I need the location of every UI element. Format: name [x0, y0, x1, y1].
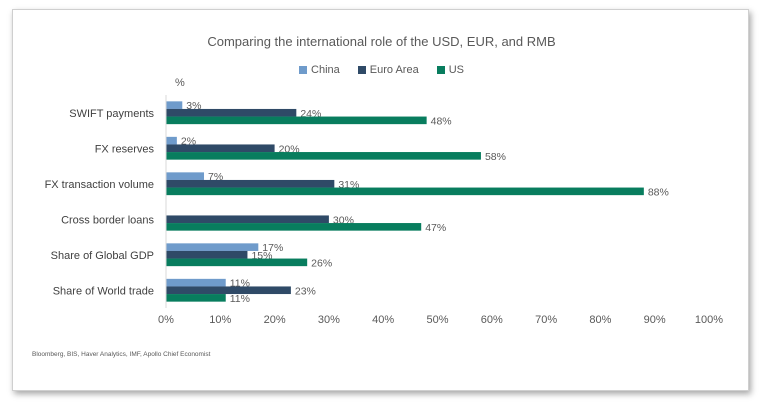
x-tick-label: 70% [535, 314, 557, 326]
legend-item-euro-area: Euro Area [357, 64, 419, 76]
x-tick-label: 50% [426, 314, 448, 326]
bar-euro-area [166, 250, 248, 259]
data-label-china: 17% [262, 242, 283, 254]
bar-us [166, 152, 481, 160]
data-label-us: 47% [425, 222, 446, 234]
legend-swatch-euro-area [357, 66, 366, 74]
data-label-us: 88% [648, 186, 669, 198]
category-label: Cross border loans [61, 214, 154, 226]
bar-us [166, 258, 308, 267]
legend-label-us: US [448, 64, 464, 76]
x-tick-label: 0% [158, 314, 174, 326]
unit-label: % [175, 77, 185, 89]
legend-swatch-china [299, 66, 308, 74]
category-label: Share of Global GDP [51, 250, 154, 262]
category-label: FX reserves [95, 143, 155, 155]
bar-us [166, 223, 422, 231]
data-label-us: 48% [431, 115, 452, 127]
data-label-us: 58% [485, 151, 506, 163]
source-note: Bloomberg, BIS, Haver Analytics, IMF, Ap… [32, 351, 211, 358]
bar-euro-area [166, 144, 275, 153]
x-tick-label: 20% [264, 314, 286, 326]
data-label-us: 11% [230, 293, 250, 305]
bar-us [166, 116, 427, 125]
legend-item-china: China [299, 64, 340, 76]
legend-label-china: China [311, 64, 340, 76]
category-label: FX transaction volume [45, 179, 154, 191]
chart-legend: China Euro Area US [0, 64, 763, 76]
legend-swatch-us [436, 66, 445, 74]
x-tick-label: 40% [372, 314, 394, 326]
chart-frame [12, 9, 749, 391]
bar-euro-area [166, 179, 335, 188]
bar-euro-area [166, 108, 297, 117]
data-label-us: 26% [311, 257, 332, 269]
x-tick-label: 90% [644, 314, 666, 326]
bar-china [166, 101, 183, 109]
legend-item-us: US [436, 64, 464, 76]
category-label: SWIFT payments [69, 108, 154, 120]
x-tick-label: 30% [318, 314, 340, 326]
x-tick-label: 60% [481, 314, 503, 326]
bar-euro-area [166, 215, 329, 224]
chart-title: Comparing the international role of the … [207, 34, 556, 49]
bar-china [166, 278, 226, 287]
x-tick-label: 80% [589, 314, 611, 326]
bar-china [166, 243, 259, 251]
bar-us [166, 294, 226, 302]
bar-us [166, 187, 644, 196]
legend-label-euro-area: Euro Area [369, 64, 419, 76]
bar-china [166, 172, 205, 180]
x-tick-label: 100% [695, 314, 723, 326]
bar-china [166, 136, 177, 145]
data-label-euro-area: 23% [295, 285, 316, 297]
bar-euro-area [166, 286, 291, 295]
x-tick-label: 10% [209, 314, 231, 326]
category-label: Share of World trade [53, 285, 154, 297]
